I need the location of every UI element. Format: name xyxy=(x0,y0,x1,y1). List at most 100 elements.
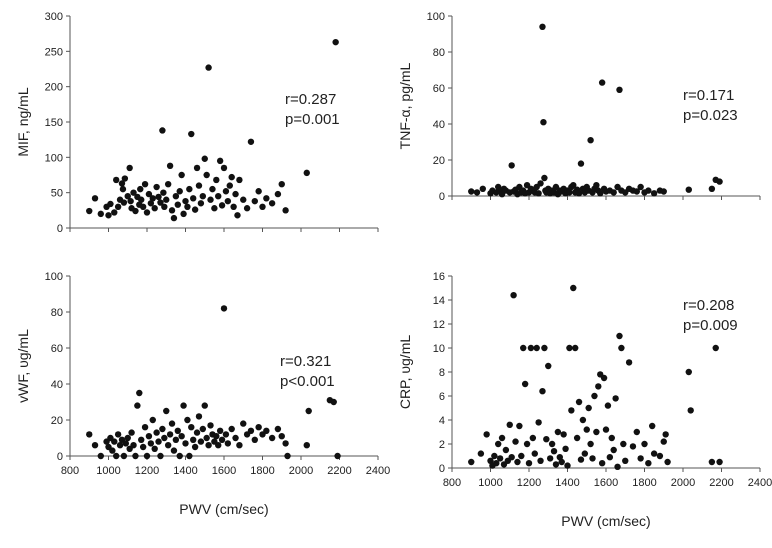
data-point xyxy=(303,169,310,177)
data-point xyxy=(527,344,535,352)
data-point xyxy=(155,438,162,445)
data-point xyxy=(560,431,567,438)
data-point xyxy=(521,380,529,388)
data-point xyxy=(163,196,170,203)
data-point xyxy=(121,175,129,182)
data-point xyxy=(195,413,203,420)
data-point xyxy=(216,157,224,165)
data-point xyxy=(86,431,93,438)
data-point xyxy=(232,190,239,198)
data-point xyxy=(124,434,131,442)
data-point xyxy=(468,458,475,466)
data-point xyxy=(716,178,723,185)
data-point xyxy=(259,203,266,210)
data-point xyxy=(550,448,558,455)
data-point xyxy=(579,416,587,424)
y-tick-label: 50 xyxy=(51,188,63,200)
x-axis-label: PWV (cm/sec) xyxy=(561,513,650,529)
data-point xyxy=(664,458,671,466)
data-point xyxy=(593,428,600,436)
data-point xyxy=(537,457,544,464)
y-tick-label: 60 xyxy=(433,83,445,95)
data-point xyxy=(602,426,610,433)
data-point xyxy=(708,185,716,192)
y-tick-label: 100 xyxy=(45,152,63,164)
data-point xyxy=(236,176,243,184)
data-point xyxy=(197,200,205,207)
x-tick-label: 1200 xyxy=(517,477,541,489)
y-tick-label: 200 xyxy=(45,82,63,94)
y-axis-label: MIF, ng/mL xyxy=(15,87,31,156)
data-point xyxy=(247,427,255,434)
data-point xyxy=(213,176,220,184)
data-point xyxy=(186,185,193,193)
data-point xyxy=(201,155,208,162)
data-point xyxy=(114,203,122,210)
data-point xyxy=(161,203,168,210)
x-tick-label: 1800 xyxy=(250,465,274,477)
data-point xyxy=(541,344,548,352)
data-point xyxy=(255,188,262,195)
data-point xyxy=(633,188,640,195)
data-point xyxy=(180,402,187,409)
data-point xyxy=(477,450,485,457)
data-point xyxy=(151,205,158,212)
data-point xyxy=(595,383,602,390)
data-point xyxy=(608,434,615,442)
data-point xyxy=(468,188,475,195)
data-point xyxy=(712,344,719,352)
data-point xyxy=(510,292,517,299)
data-point xyxy=(496,455,504,462)
data-point xyxy=(184,203,191,210)
data-point xyxy=(209,185,216,193)
data-point xyxy=(581,450,589,457)
data-point xyxy=(191,443,199,451)
data-point xyxy=(138,196,145,203)
data-point xyxy=(610,189,617,196)
data-point xyxy=(91,442,99,449)
data-point xyxy=(136,389,143,397)
data-point xyxy=(523,440,531,448)
x-axis-label: PWV (cm/sec) xyxy=(179,501,268,517)
y-tick-label: 0 xyxy=(57,223,63,235)
data-point xyxy=(577,160,585,167)
data-point xyxy=(278,433,285,440)
data-point xyxy=(268,434,276,442)
data-point xyxy=(119,185,127,193)
data-point xyxy=(120,452,128,460)
data-point xyxy=(535,419,542,426)
data-point xyxy=(218,202,226,209)
data-point xyxy=(193,164,201,172)
data-point xyxy=(660,438,667,445)
data-point xyxy=(120,199,128,206)
data-point xyxy=(303,442,310,449)
data-point xyxy=(145,433,153,440)
data-point xyxy=(282,207,289,214)
data-point xyxy=(234,212,241,219)
chart-panel-4: 0 2 4 6 8 10 12 14 16 800 1000 1200 1400 1600 1800 2000… xyxy=(397,271,772,529)
x-tick-label: 2000 xyxy=(671,477,695,489)
data-point xyxy=(174,427,181,434)
data-point xyxy=(222,188,230,195)
data-point xyxy=(116,442,124,449)
data-point xyxy=(305,407,312,415)
chart-panel-2: 0 20 40 60 80 100 TNF-α, pg/mL r=0.171 p=0.023 xyxy=(397,11,761,203)
data-point xyxy=(199,425,207,433)
y-tick-label: 300 xyxy=(45,11,63,23)
data-point xyxy=(508,454,515,461)
data-point xyxy=(685,186,692,193)
x-tick-label: 2200 xyxy=(709,477,733,489)
data-point xyxy=(587,137,594,144)
data-point xyxy=(170,447,178,454)
data-point xyxy=(191,206,199,213)
data-point xyxy=(263,427,270,434)
data-point xyxy=(193,429,201,436)
data-point xyxy=(487,457,494,464)
data-point xyxy=(263,195,270,202)
data-point xyxy=(216,427,224,434)
data-point xyxy=(512,438,519,445)
data-point xyxy=(113,452,120,460)
data-point xyxy=(531,450,538,457)
data-point xyxy=(255,424,262,431)
